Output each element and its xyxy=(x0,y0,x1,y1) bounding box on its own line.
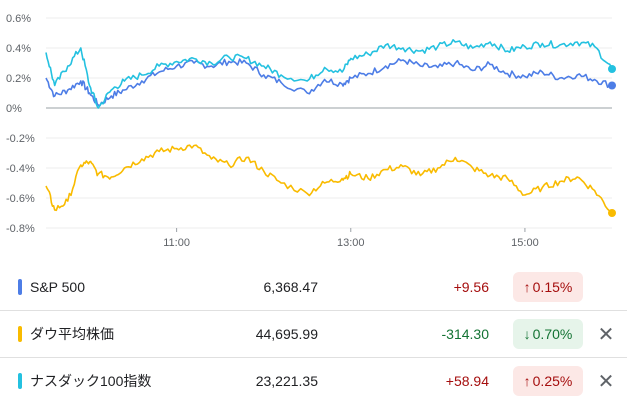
y-tick-label: -0.6% xyxy=(6,193,35,205)
index-change: -314.30 xyxy=(441,326,489,342)
arrow-up-icon: ↑ xyxy=(523,279,531,295)
index-percent: 0.25% xyxy=(532,373,573,389)
index-price: 6,368.47 xyxy=(263,279,319,295)
index-price: 23,221.35 xyxy=(255,373,318,389)
arrow-up-icon: ↑ xyxy=(523,373,531,389)
chart-series xyxy=(45,38,616,217)
y-tick-label: 0% xyxy=(6,103,22,115)
index-percent-badge: ↑ 0.25% xyxy=(513,366,583,396)
index-percent: 0.70% xyxy=(532,326,573,342)
series-line xyxy=(45,144,613,214)
index-percent: 0.15% xyxy=(532,279,573,295)
series-line xyxy=(45,38,613,109)
x-tick-label: 15:00 xyxy=(511,237,539,249)
index-list: S&P 500 6,368.47 +9.56 ↑ 0.15% ダウ平均株価 44… xyxy=(0,264,627,404)
series-color-swatch xyxy=(18,279,22,295)
index-name: ナスダック100指数 xyxy=(30,373,152,389)
index-price: 44,695.99 xyxy=(255,326,318,342)
series-color-swatch xyxy=(18,326,22,342)
close-icon[interactable]: ✕ xyxy=(597,323,615,346)
index-name: ダウ平均株価 xyxy=(30,326,114,342)
close-icon[interactable]: ✕ xyxy=(597,370,615,393)
series-color-swatch xyxy=(18,373,22,389)
index-name: S&P 500 xyxy=(30,279,86,295)
x-tick-label: 11:00 xyxy=(163,237,190,249)
x-axis: 11:00 13:00 15:00 xyxy=(163,228,539,249)
x-tick-label: 13:00 xyxy=(337,237,365,249)
y-tick-label: -0.4% xyxy=(6,163,35,175)
y-tick-label: 0.4% xyxy=(6,43,31,55)
arrow-down-icon: ↓ xyxy=(523,326,531,342)
chart-grid xyxy=(46,17,612,229)
index-change: +9.56 xyxy=(453,279,489,295)
index-row-nasdaq100[interactable]: ナスダック100指数 23,221.35 +58.94 ↑ 0.25% ✕ xyxy=(0,358,627,404)
y-tick-label: -0.8% xyxy=(6,223,35,235)
index-change: +58.94 xyxy=(445,373,489,389)
index-row-dow[interactable]: ダウ平均株価 44,695.99 -314.30 ↓ 0.70% ✕ xyxy=(0,311,627,358)
series-end-dot xyxy=(608,209,616,217)
y-tick-label: 0.2% xyxy=(6,73,31,85)
y-tick-label: -0.2% xyxy=(6,133,35,145)
index-percent-badge: ↓ 0.70% xyxy=(513,319,583,349)
index-row-sp500[interactable]: S&P 500 6,368.47 +9.56 ↑ 0.15% xyxy=(0,264,627,311)
series-end-dot xyxy=(608,81,616,90)
intraday-chart: 0.6% 0.4% 0.2% 0% -0.2% -0.4% -0.6% -0.8% 11:00… xyxy=(6,13,616,249)
series-end-dot xyxy=(608,65,616,73)
series-line xyxy=(45,57,613,107)
y-tick-label: 0.6% xyxy=(6,13,31,25)
index-percent-badge: ↑ 0.15% xyxy=(513,272,583,302)
y-axis: 0.6% 0.4% 0.2% 0% -0.2% -0.4% -0.6% -0.8% xyxy=(6,13,35,235)
